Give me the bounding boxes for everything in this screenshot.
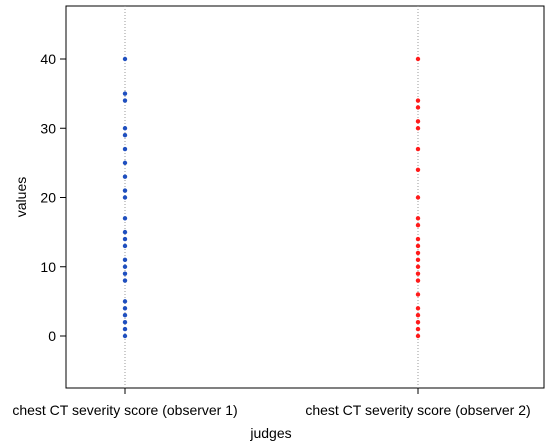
data-point xyxy=(415,146,421,152)
data-point xyxy=(415,313,421,318)
data-point xyxy=(122,98,128,103)
grid-lines xyxy=(124,6,419,388)
data-point xyxy=(122,132,128,138)
data-point xyxy=(415,216,421,221)
y-tick-label: 20 xyxy=(40,190,56,206)
data-point xyxy=(415,56,421,62)
y-axis-title: values xyxy=(13,177,29,217)
data-point xyxy=(415,319,421,325)
data-point xyxy=(122,264,128,269)
data-point xyxy=(415,223,421,228)
data-point xyxy=(122,271,128,276)
data-point xyxy=(122,326,128,332)
data-point xyxy=(415,126,421,131)
x-category-label: chest CT severity score (observer 1) xyxy=(12,402,237,418)
data-point xyxy=(122,126,128,131)
data-point xyxy=(415,333,421,339)
data-point xyxy=(415,195,421,200)
data-point xyxy=(122,160,128,166)
data-point xyxy=(122,243,128,249)
y-tick-label: 30 xyxy=(40,120,56,136)
data-point xyxy=(415,98,421,103)
data-point xyxy=(415,236,421,242)
data-point xyxy=(415,250,421,256)
data-point xyxy=(122,333,128,339)
data-point xyxy=(415,278,421,283)
data-point xyxy=(122,216,128,221)
data-point xyxy=(415,271,421,276)
data-points xyxy=(122,56,421,339)
data-point xyxy=(122,174,128,179)
data-point xyxy=(415,257,421,263)
data-point xyxy=(122,195,128,200)
data-point xyxy=(122,306,128,311)
y-axis-ticks: 0 10 20 30 40 xyxy=(40,51,66,344)
data-point xyxy=(415,167,421,172)
data-point xyxy=(415,264,421,269)
data-point xyxy=(415,292,421,297)
x-axis-categories: chest CT severity score (observer 1) ches… xyxy=(12,388,531,418)
data-point xyxy=(415,105,421,110)
data-point xyxy=(415,326,421,332)
data-point xyxy=(122,257,128,263)
data-point xyxy=(122,313,128,318)
data-point xyxy=(122,146,128,152)
data-point xyxy=(415,243,421,249)
x-axis-title: judges xyxy=(249,425,291,441)
data-point xyxy=(122,319,128,325)
y-tick-label: 40 xyxy=(40,51,56,67)
data-point xyxy=(415,306,421,311)
data-point xyxy=(122,229,128,235)
data-point xyxy=(122,188,128,193)
data-point xyxy=(122,91,128,96)
data-point xyxy=(122,236,128,242)
data-point xyxy=(415,119,421,124)
data-point xyxy=(122,56,128,62)
x-category-label: chest CT severity score (observer 2) xyxy=(305,402,530,418)
plot-frame xyxy=(65,5,545,389)
data-point xyxy=(122,278,128,283)
y-tick-label: 0 xyxy=(48,328,56,344)
data-point xyxy=(122,299,128,304)
y-tick-label: 10 xyxy=(40,259,56,275)
